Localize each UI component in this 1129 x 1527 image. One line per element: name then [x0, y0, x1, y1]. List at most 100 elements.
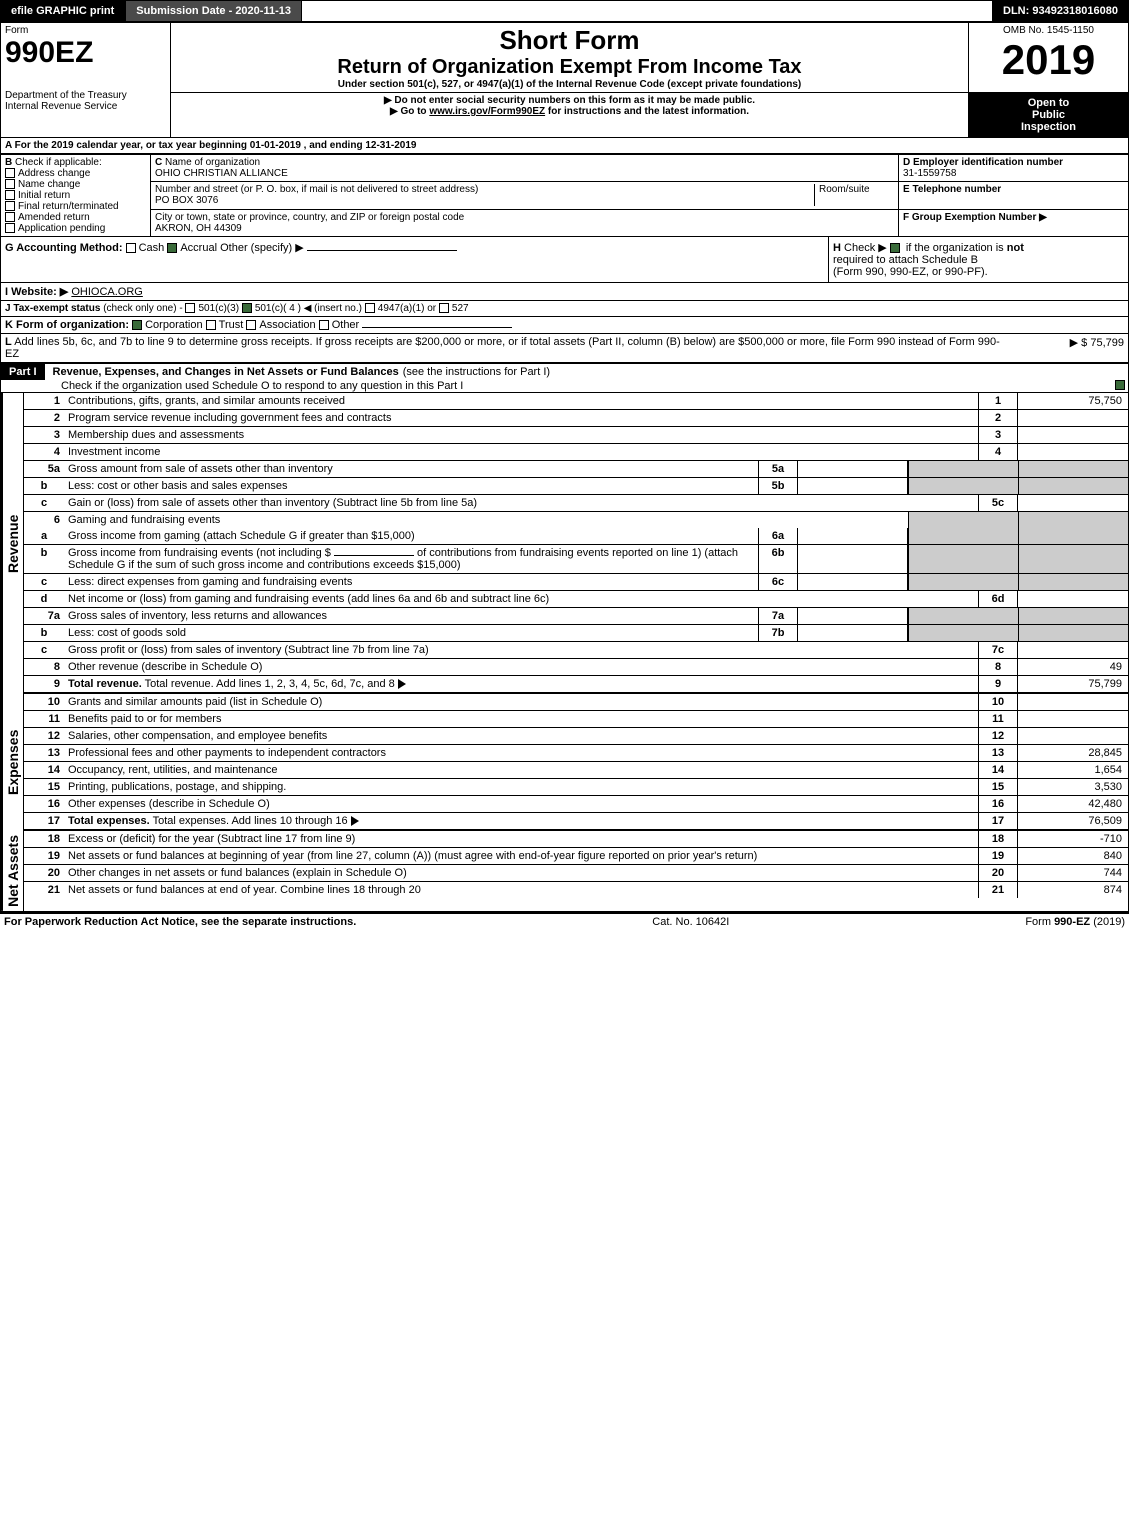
line-1: 1 Contributions, gifts, grants, and simi…: [24, 393, 1128, 410]
form-header: Form 990EZ Department of the Treasury In…: [0, 22, 1129, 138]
dept-label: Department of the Treasury: [5, 90, 166, 101]
line-21-value: 874: [1018, 882, 1128, 898]
check-schedule-o[interactable]: [1115, 380, 1125, 390]
line-5c-value: [1018, 495, 1128, 511]
line-20: 20Other changes in net assets or fund ba…: [24, 865, 1128, 882]
line-3: 3 Membership dues and assessments 3: [24, 427, 1128, 444]
line-6b: b Gross income from fundraising events (…: [24, 545, 1128, 574]
line-21: 21 Net assets or fund balances at end of…: [24, 882, 1128, 898]
line-6c: c Less: direct expenses from gaming and …: [24, 574, 1128, 591]
line-5c: c Gain or (loss) from sale of assets oth…: [24, 495, 1128, 512]
line-i: I Website: ▶ OHIOCA.ORG: [0, 283, 1129, 301]
line-1-value: 75,750: [1018, 393, 1128, 409]
arrow-icon: [398, 679, 406, 689]
line-17-value: 76,509: [1018, 813, 1128, 829]
line-5a: 5a Gross amount from sale of assets othe…: [24, 461, 1128, 478]
expenses-section-label: Expenses: [1, 694, 23, 831]
website-link[interactable]: OHIOCA.ORG: [71, 286, 143, 298]
line-18-value: -710: [1018, 831, 1128, 847]
check-schedule-b[interactable]: [890, 243, 900, 253]
cat-number: Cat. No. 10642I: [652, 916, 729, 928]
dln-label: DLN: 93492318016080: [992, 0, 1129, 22]
line-11: 11Benefits paid to or for members 11: [24, 711, 1128, 728]
gross-receipts: ▶ $ 75,799: [1004, 336, 1124, 360]
line-15: 15Printing, publications, postage, and s…: [24, 779, 1128, 796]
tax-year: 2019: [973, 36, 1124, 84]
check-cash[interactable]: [126, 243, 136, 253]
line-7b: b Less: cost of goods sold 7b: [24, 625, 1128, 642]
line-6a: a Gross income from gaming (attach Sched…: [24, 528, 1128, 545]
subtitle: Under section 501(c), 527, or 4947(a)(1)…: [175, 79, 964, 90]
check-corporation[interactable]: [132, 320, 142, 330]
org-name: OHIO CHRISTIAN ALLIANCE: [155, 168, 288, 179]
short-form-title: Short Form: [175, 25, 964, 56]
top-spacer: [302, 0, 992, 22]
line-18: 18Excess or (deficit) for the year (Subt…: [24, 831, 1128, 848]
line-10: 10Grants and similar amounts paid (list …: [24, 694, 1128, 711]
room-suite: Room/suite: [814, 184, 894, 206]
check-527[interactable]: [439, 303, 449, 313]
line-12-value: [1018, 728, 1128, 744]
phone-label: E Telephone number: [903, 184, 1001, 195]
check-amended[interactable]: [5, 212, 15, 222]
line-8: 8 Other revenue (describe in Schedule O)…: [24, 659, 1128, 676]
check-final-return[interactable]: [5, 201, 15, 211]
page-footer: For Paperwork Reduction Act Notice, see …: [0, 912, 1129, 930]
line-7a: 7a Gross sales of inventory, less return…: [24, 608, 1128, 625]
line-l: L Add lines 5b, 6c, and 7b to line 9 to …: [0, 334, 1129, 364]
line-16: 16Other expenses (describe in Schedule O…: [24, 796, 1128, 813]
line-5b: b Less: cost or other basis and sales ex…: [24, 478, 1128, 495]
ein-label: D Employer identification number: [903, 157, 1063, 168]
check-address-change[interactable]: [5, 168, 15, 178]
open-inspection-box: Open to Public Inspection: [969, 93, 1128, 137]
line-a: A For the 2019 calendar year, or tax yea…: [0, 138, 1129, 154]
check-4947[interactable]: [365, 303, 375, 313]
top-bar: efile GRAPHIC print Submission Date - 20…: [0, 0, 1129, 22]
efile-print-button[interactable]: efile GRAPHIC print: [0, 0, 125, 22]
form-number: 990EZ: [5, 36, 166, 70]
line-6: 6 Gaming and fundraising events: [24, 512, 1128, 528]
line-10-value: [1018, 694, 1128, 710]
line-12: 12Salaries, other compensation, and empl…: [24, 728, 1128, 745]
line-17: 17 Total expenses. Total expenses. Add l…: [24, 813, 1128, 831]
check-association[interactable]: [246, 320, 256, 330]
line-9-value: 75,799: [1018, 676, 1128, 692]
revenue-section-label: Revenue: [1, 393, 23, 694]
check-accrual[interactable]: [167, 243, 177, 253]
arrow-icon: [351, 816, 359, 826]
line-h: H Check ▶ if the organization is not req…: [828, 237, 1128, 282]
return-title: Return of Organization Exempt From Incom…: [175, 56, 964, 79]
check-app-pending[interactable]: [5, 223, 15, 233]
irs-link[interactable]: www.irs.gov/Form990EZ: [429, 106, 545, 117]
line-2: 2 Program service revenue including gove…: [24, 410, 1128, 427]
line-13: 13Professional fees and other payments t…: [24, 745, 1128, 762]
check-initial-return[interactable]: [5, 190, 15, 200]
line-g: G Accounting Method: Cash Accrual Other …: [1, 237, 828, 282]
line-7c: c Gross profit or (loss) from sales of i…: [24, 642, 1128, 659]
line-13-value: 28,845: [1018, 745, 1128, 761]
line-6d: d Net income or (loss) from gaming and f…: [24, 591, 1128, 608]
line-14-value: 1,654: [1018, 762, 1128, 778]
line-14: 14Occupancy, rent, utilities, and mainte…: [24, 762, 1128, 779]
line-9: 9 Total revenue. Total revenue. Add line…: [24, 676, 1128, 694]
org-address: PO BOX 3076: [155, 195, 218, 206]
form-word: Form: [5, 25, 166, 36]
check-501c3[interactable]: [185, 303, 195, 313]
line-8-value: 49: [1018, 659, 1128, 675]
warn-goto: ▶ Go to www.irs.gov/Form990EZ for instru…: [175, 106, 964, 117]
check-name-change[interactable]: [5, 179, 15, 189]
check-501c[interactable]: [242, 303, 252, 313]
netassets-section-label: Net Assets: [1, 831, 23, 911]
form-footer-label: Form 990-EZ (2019): [1025, 916, 1125, 928]
b-label: B: [5, 157, 12, 168]
line-19: 19Net assets or fund balances at beginni…: [24, 848, 1128, 865]
check-trust[interactable]: [206, 320, 216, 330]
omb-number: OMB No. 1545-1150: [973, 25, 1124, 36]
group-exemption-label: F Group Exemption Number ▶: [903, 212, 1047, 223]
ein-value: 31-1559758: [903, 168, 956, 179]
line-4: 4 Investment income 4: [24, 444, 1128, 461]
submission-date: Submission Date - 2020-11-13: [125, 0, 302, 22]
line-k: K Form of organization: Corporation Trus…: [0, 317, 1129, 334]
line-3-value: [1018, 427, 1128, 443]
check-other-org[interactable]: [319, 320, 329, 330]
